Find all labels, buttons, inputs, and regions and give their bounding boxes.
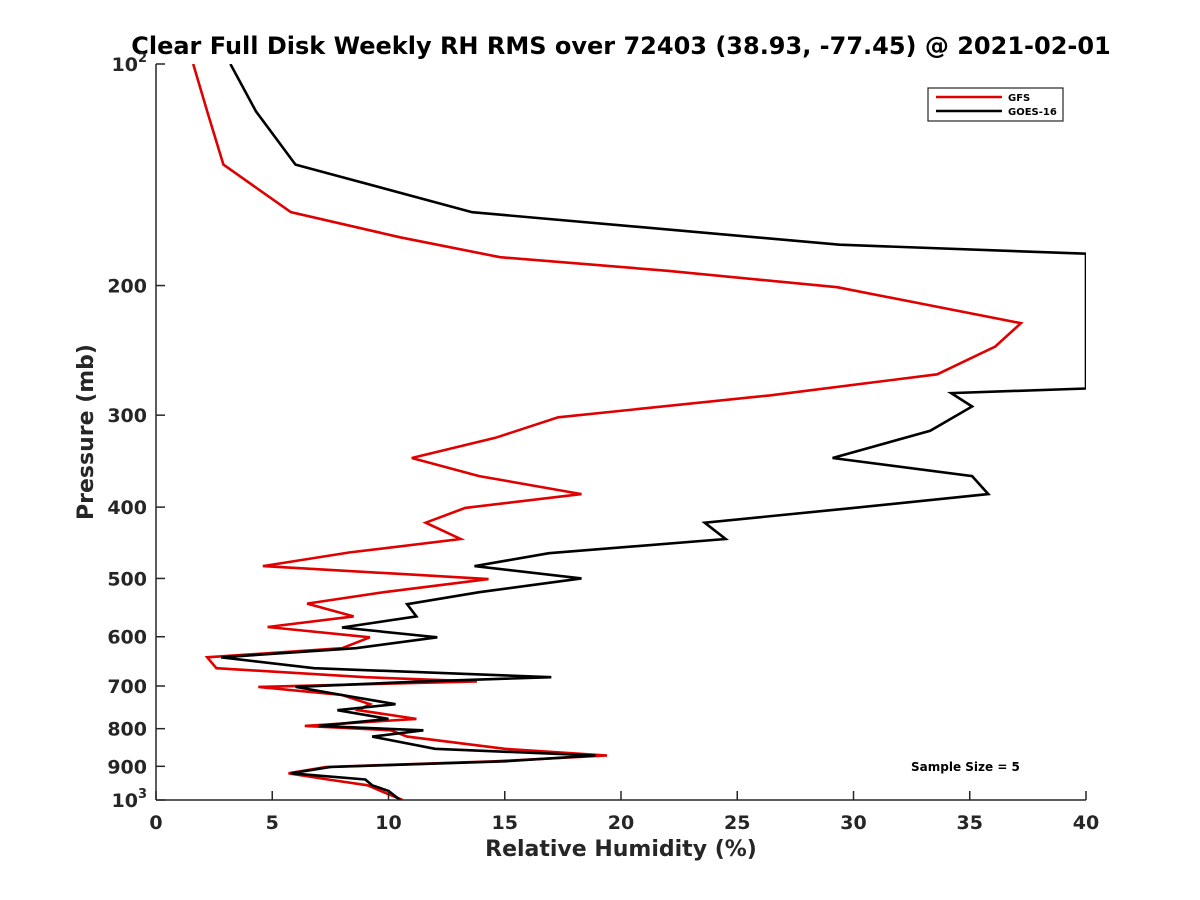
x-tick-label: 40 xyxy=(1073,812,1099,834)
legend-box xyxy=(927,87,1064,122)
x-axis-ticks: 0 5 10 15 20 25 30 35 40 xyxy=(149,791,1099,834)
plot-area xyxy=(156,64,1086,800)
x-tick-label: 5 xyxy=(266,812,279,834)
x-tick-label: 25 xyxy=(724,812,750,834)
x-tick-label: 15 xyxy=(492,812,518,834)
y-tick-label: 900 xyxy=(107,756,147,778)
y-tick-label: 700 xyxy=(107,676,147,698)
y-tick-label: 300 xyxy=(107,405,147,427)
x-tick-label: 0 xyxy=(149,812,162,834)
legend-label-goes16: GOES-16 xyxy=(1008,107,1057,118)
legend: GFS GOES-16 xyxy=(927,87,1064,122)
legend-label-gfs: GFS xyxy=(1008,93,1030,104)
x-tick-label: 10 xyxy=(375,812,401,834)
series-line-goes16 xyxy=(220,64,1086,800)
chart-title: Clear Full Disk Weekly RH RMS over 72403… xyxy=(131,32,1111,60)
y-tick-label: 400 xyxy=(107,497,147,519)
sample-size-annotation: Sample Size = 5 xyxy=(911,760,1020,774)
x-tick-label: 35 xyxy=(957,812,983,834)
y-axis-label: Pressure (mb) xyxy=(74,344,99,520)
y-tick-label: 600 xyxy=(107,627,147,649)
x-axis-label: Relative Humidity (%) xyxy=(485,837,757,862)
series-line-gfs xyxy=(191,64,1024,800)
y-tick-label: 800 xyxy=(107,719,147,741)
y-tick-label: 103 xyxy=(112,787,148,812)
y-tick-label: 500 xyxy=(107,568,147,590)
series-layer xyxy=(191,64,1086,800)
y-tick-label: 102 xyxy=(112,51,148,76)
y-tick-label: 200 xyxy=(107,276,147,298)
y-axis-ticks: 102 200 300 400 500 600 700 800 900 103 xyxy=(107,51,165,812)
x-tick-label: 20 xyxy=(608,812,634,834)
x-tick-label: 30 xyxy=(840,812,866,834)
